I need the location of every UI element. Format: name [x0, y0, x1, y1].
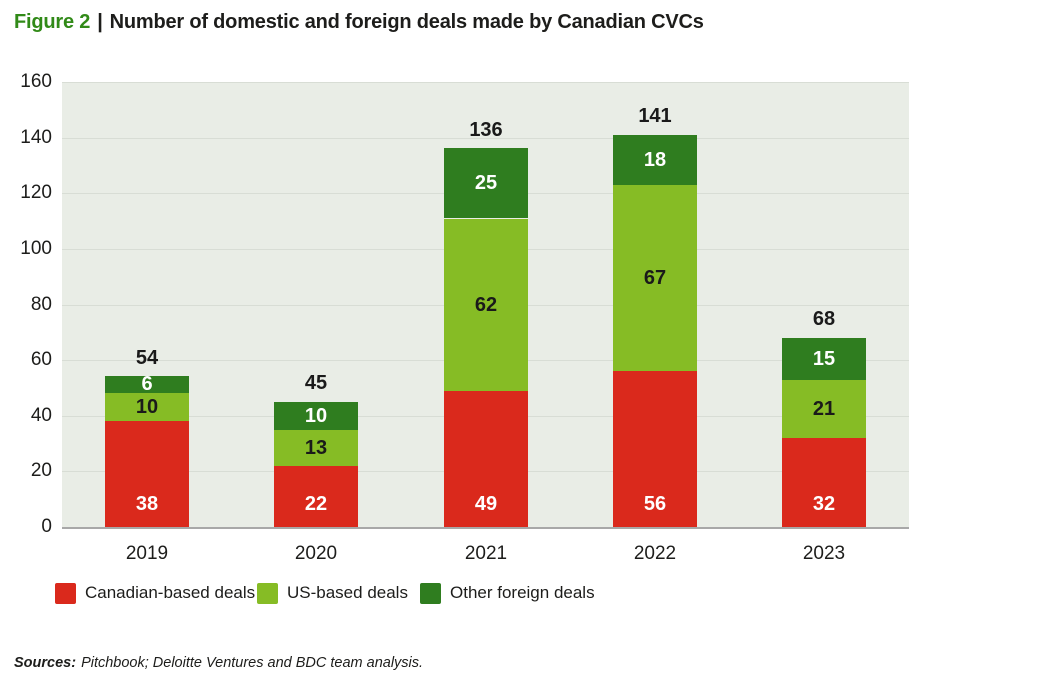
title-separator: |	[97, 11, 103, 33]
legend-label: Canadian-based deals	[85, 583, 256, 602]
bar-total-label: 141	[638, 105, 672, 127]
y-axis-tick-label: 140	[20, 127, 52, 148]
bar-total-label: 45	[304, 372, 328, 394]
legend-swatch-icon	[257, 582, 278, 604]
bar-total-label: 54	[135, 347, 159, 369]
bar-group-2020: 22 13 10 45	[274, 372, 358, 527]
segment-value-label: 10	[304, 404, 328, 427]
segment-value-label: 38	[135, 493, 159, 515]
y-axis-tick-label: 40	[30, 405, 52, 426]
x-axis-tick-label: 2023	[802, 543, 846, 564]
segment-value-label: 6	[141, 373, 153, 395]
segment-value-label: 62	[474, 293, 498, 316]
bar-segment-other-foreign-deals-2020: 10	[274, 402, 358, 430]
bar-segment-other-foreign-deals-2023: 15	[782, 338, 866, 380]
segment-value-label: 18	[643, 148, 667, 171]
segment-value-label: 56	[643, 493, 667, 515]
sources-label: Sources:	[14, 655, 77, 671]
y-axis-tick-label: 60	[30, 349, 52, 370]
bar-group-2023: 32 21 15 68	[782, 308, 866, 527]
bar-segment-other-foreign-deals-2022: 18	[613, 135, 697, 185]
y-axis-tick-label: 20	[30, 460, 52, 481]
legend-item-other-foreign-deals: Other foreign deals	[420, 582, 595, 604]
bar-segment-canadian-based-deals-2022: 56	[613, 371, 697, 527]
x-axis-tick-label: 2022	[633, 543, 677, 564]
bar-segment-us-based-deals-2023: 21	[782, 380, 866, 438]
y-axis-tick-label: 120	[20, 182, 52, 203]
sources-text: Pitchbook; Deloitte Ventures and BDC tea…	[81, 655, 424, 671]
bar-segment-canadian-based-deals-2019: 38	[105, 421, 189, 527]
segment-value-label: 32	[812, 493, 836, 515]
y-axis-tick-label: 0	[41, 516, 52, 537]
gridline-y-140	[62, 138, 909, 139]
bar-group-2022: 56 67 18 141	[613, 105, 697, 527]
bar-group-2019: 38 10 6 54	[105, 347, 189, 527]
bar-segment-us-based-deals-2021: 62	[444, 219, 528, 391]
bar-segment-other-foreign-deals-2019: 6	[105, 373, 189, 395]
title-text: Number of domestic and foreign deals mad…	[109, 11, 704, 33]
segment-value-label: 13	[304, 436, 328, 459]
bar-segment-canadian-based-deals-2021: 49	[444, 391, 528, 527]
segment-value-label: 49	[474, 493, 498, 515]
figure-number: Figure 2	[14, 11, 91, 33]
legend-item-us-based-deals: US-based deals	[257, 582, 408, 604]
segment-value-label: 67	[643, 266, 667, 289]
x-axis-tick-label: 2019	[125, 543, 169, 564]
bar-segment-canadian-based-deals-2020: 22	[274, 466, 358, 527]
legend-swatch-icon	[420, 582, 441, 604]
segment-value-label: 10	[135, 395, 159, 418]
legend-item-canadian-based-deals: Canadian-based deals	[55, 582, 255, 604]
bar-group-2021: 49 62 25 136	[444, 119, 528, 527]
gridline-y-160	[62, 82, 909, 83]
legend-label: Other foreign deals	[450, 583, 595, 602]
bar-total-label: 68	[812, 308, 836, 330]
y-axis-tick-label: 80	[30, 294, 52, 315]
y-axis-tick-label: 160	[20, 71, 52, 92]
bar-segment-other-foreign-deals-2021: 25	[444, 148, 528, 218]
legend-label: US-based deals	[287, 583, 408, 602]
bar-segment-us-based-deals-2022: 67	[613, 185, 697, 371]
segment-value-label: 15	[812, 347, 836, 370]
bar-segment-canadian-based-deals-2023: 32	[782, 438, 866, 527]
bar-segment-us-based-deals-2019: 10	[105, 393, 189, 421]
y-axis-tick-label: 100	[20, 238, 52, 259]
segment-value-label: 22	[304, 493, 328, 515]
bar-total-label: 136	[469, 119, 503, 141]
segment-value-label: 25	[474, 171, 498, 194]
plot-area: 38 10 6 54 22 13 10 45 49 62 25 136 56 67 18 141 32 21 15 6…	[62, 82, 909, 529]
x-axis-tick-label: 2020	[294, 543, 338, 564]
figure-title: Figure 2 | Number of domestic and foreign …	[14, 11, 704, 34]
legend-swatch-icon	[55, 582, 76, 604]
x-axis-tick-label: 2021	[464, 543, 508, 564]
sources-note: Sources: Pitchbook; Deloitte Ventures and…	[14, 655, 423, 671]
segment-value-label: 21	[812, 397, 836, 420]
bar-segment-us-based-deals-2020: 13	[274, 430, 358, 466]
